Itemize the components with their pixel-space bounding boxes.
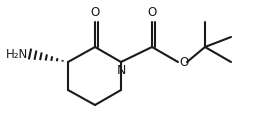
- Text: N: N: [116, 64, 126, 77]
- Text: O: O: [147, 6, 157, 19]
- Text: H₂N: H₂N: [6, 47, 28, 60]
- Text: O: O: [90, 6, 100, 19]
- Text: O: O: [179, 55, 188, 68]
